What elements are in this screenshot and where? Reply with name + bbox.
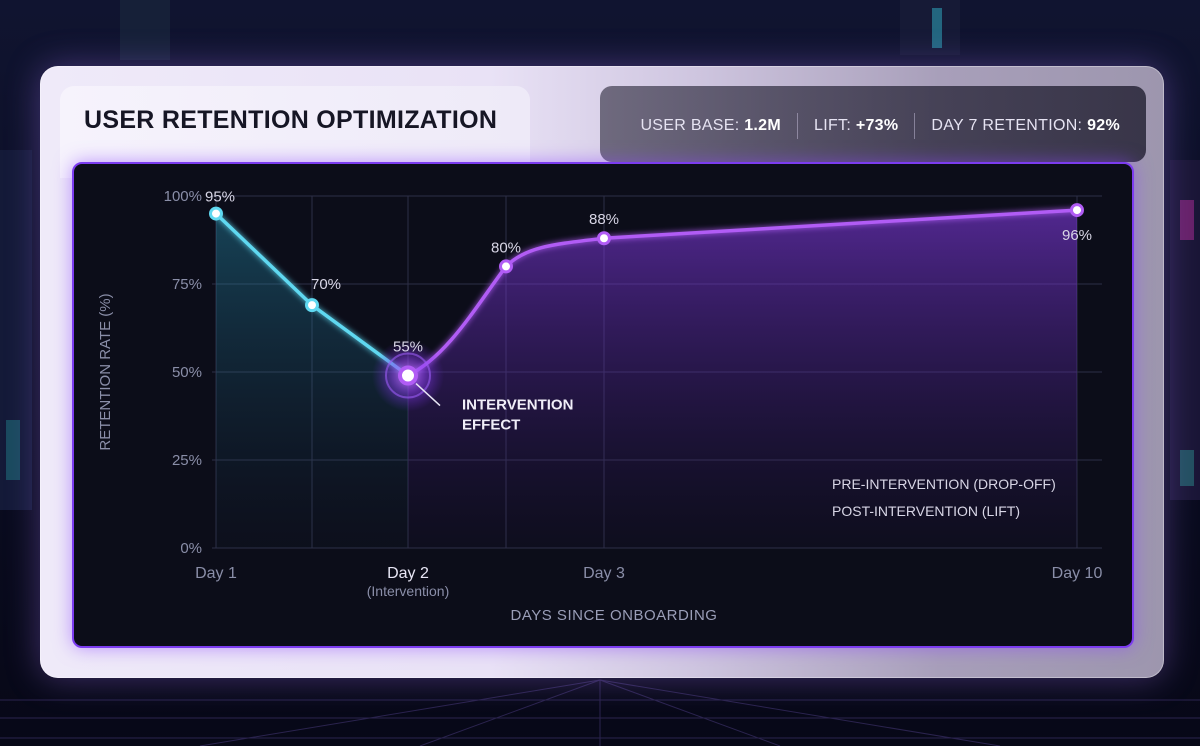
post-data-label: 96% xyxy=(1062,227,1092,244)
y-tick-label: 75% xyxy=(172,276,202,293)
stat-divider xyxy=(797,113,799,139)
y-tick-label: 100% xyxy=(164,188,202,205)
post-data-point xyxy=(1070,203,1084,218)
stats-bar: USER BASE: 1.2M LIFT: +73% DAY 7 RETENTI… xyxy=(640,113,1120,139)
pre-data-point xyxy=(209,206,223,221)
chart-panel: 0% 25% 50% 75% 100% Day 1 Day 2 (Intervention) D… xyxy=(72,162,1134,648)
annotation-label: EFFECT xyxy=(462,417,520,434)
post-data-point xyxy=(499,259,513,274)
legend-label: PRE-INTERVENTION (DROP-OFF) xyxy=(832,476,1056,492)
y-tick-label: 25% xyxy=(172,452,202,469)
retention-chart: 0% 25% 50% 75% 100% Day 1 Day 2(Intervention) D… xyxy=(97,188,1103,624)
stat-divider xyxy=(914,113,916,139)
stat-day7-retention: DAY 7 RETENTION: 92% xyxy=(931,117,1120,135)
stat-lift: LIFT: +73% xyxy=(814,117,898,135)
post-data-label: 88% xyxy=(589,211,619,228)
x-axis-title: DAYS SINCE ONBOARDING xyxy=(511,607,718,624)
stat-label: LIFT: xyxy=(814,117,852,134)
post-data-point xyxy=(398,365,418,386)
x-tick-label: Day 1 xyxy=(195,565,237,582)
post-series-area xyxy=(408,210,1077,548)
x-tick-label: Day 2 xyxy=(387,565,429,582)
legend-label: POST-INTERVENTION (LIFT) xyxy=(832,503,1020,519)
page-title: USER RETENTION OPTIMIZATION xyxy=(84,106,498,134)
stat-value: +73% xyxy=(855,117,899,134)
stat-value: 1.2M xyxy=(744,117,782,134)
dashboard-card: USER RETENTION OPTIMIZATION USER BASE: 1… xyxy=(40,66,1164,678)
stat-user-base: USER BASE: 1.2M xyxy=(640,117,781,135)
stats-panel xyxy=(600,86,1146,162)
annotation-label: INTERVENTION xyxy=(462,397,573,414)
x-tick-sublabel: (Intervention) xyxy=(367,583,449,599)
x-tick-label: Day 3 xyxy=(583,565,625,582)
pre-data-label: 70% xyxy=(311,276,341,293)
post-data-point xyxy=(597,231,611,246)
pre-data-label: 95% xyxy=(205,189,235,206)
y-tick-label: 0% xyxy=(180,540,202,557)
stat-value: 92% xyxy=(1087,117,1120,134)
y-tick-label: 50% xyxy=(172,364,202,381)
y-axis-title: RETENTION RATE (%) xyxy=(97,293,114,450)
annotation-leader xyxy=(415,382,441,407)
intervention-ring xyxy=(385,352,431,399)
stat-label: USER BASE: xyxy=(640,117,740,134)
post-data-label: 80% xyxy=(491,239,521,256)
pre-series-area xyxy=(216,213,408,548)
post-data-label: 55% xyxy=(393,339,423,356)
pre-data-point xyxy=(305,298,319,313)
stat-label: DAY 7 RETENTION: xyxy=(931,117,1083,134)
x-tick-label: Day 10 xyxy=(1052,565,1103,582)
